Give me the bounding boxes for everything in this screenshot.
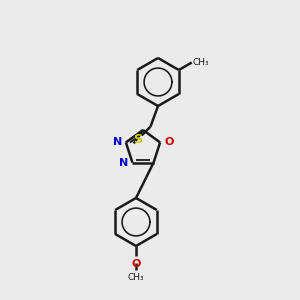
Text: N: N — [119, 158, 128, 168]
Text: O: O — [164, 137, 173, 147]
Text: CH₃: CH₃ — [193, 58, 209, 67]
Text: O: O — [131, 259, 141, 269]
Text: CH₃: CH₃ — [128, 273, 144, 282]
Text: N: N — [112, 137, 122, 147]
Text: S: S — [133, 133, 142, 146]
